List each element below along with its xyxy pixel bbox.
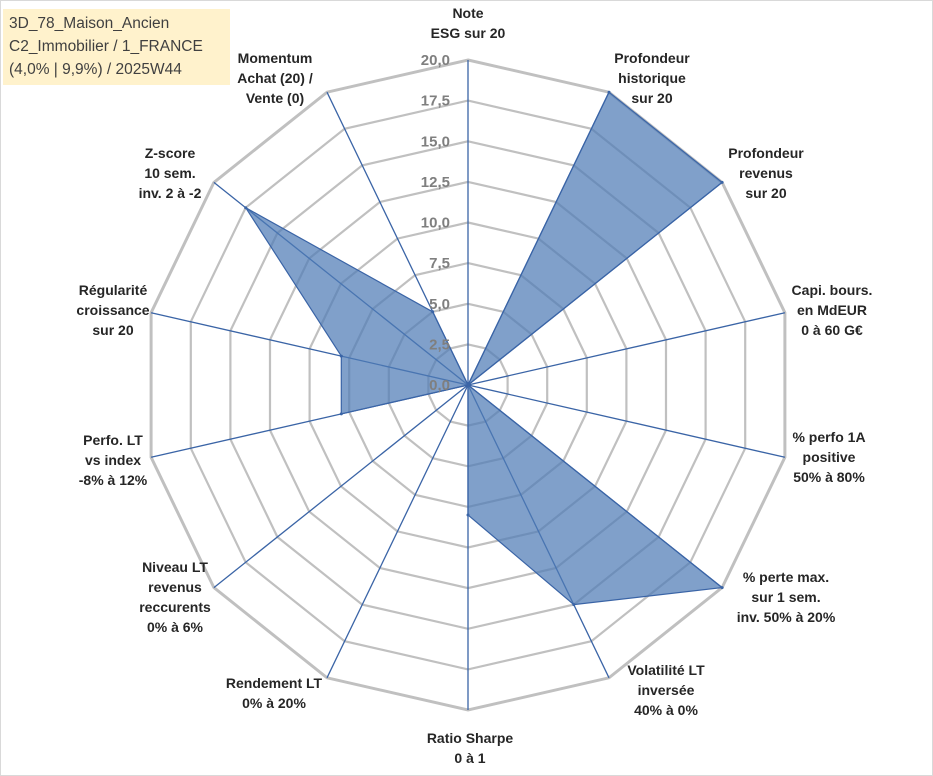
tick-label: 2,5 <box>429 336 450 353</box>
tick-label: 15,0 <box>421 133 450 150</box>
tick-label: 5,0 <box>429 296 450 313</box>
axis-label: Profondeur historique sur 20 <box>614 50 690 106</box>
series-layer <box>244 90 724 607</box>
data-point <box>339 354 343 358</box>
axis-spoke <box>467 312 786 386</box>
axis-spoke <box>467 384 786 458</box>
tick-label: 20,0 <box>421 52 450 69</box>
axis-label: Régularité croissance sur 20 <box>76 282 149 338</box>
data-point <box>720 586 724 590</box>
chart-title-box: 3D_78_Maison_Ancien C2_Immobilier / 1_FR… <box>3 9 230 85</box>
axis-label: Profondeur revenus sur 20 <box>728 145 804 201</box>
data-point <box>607 90 611 94</box>
axis-label: % perte max. sur 1 sem. inv. 50% à 20% <box>737 569 836 625</box>
tick-layer: 0,0 2,5 5,0 7,5 10,0 12,5 15,0 17,5 20,0 <box>421 52 450 394</box>
axis-label: Volatilité LT inversée 40% à 0% <box>627 662 705 718</box>
data-point <box>339 412 343 416</box>
axis-label: Note ESG sur 20 <box>431 5 506 41</box>
axis-label: % perfo 1A positive 50% à 80% <box>792 429 865 485</box>
title-line-1: 3D_78_Maison_Ancien <box>9 15 170 32</box>
axis-label: Niveau LT revenus reccurents 0% à 6% <box>139 559 211 635</box>
axis-spoke <box>213 384 469 589</box>
tick-label: 0,0 <box>429 377 450 394</box>
title-line-3: (4,0% | 9,9%) / 2025W44 <box>9 61 182 78</box>
data-point <box>431 310 435 314</box>
data-point <box>244 206 248 210</box>
tick-label: 7,5 <box>429 255 450 272</box>
axis-label: Ratio Sharpe 0 à 1 <box>427 730 514 766</box>
axis-label: Perfo. LT vs index -8% à 12% <box>79 432 148 488</box>
data-point <box>572 603 576 607</box>
axis-label: Z-score 10 sem. inv. 2 à -2 <box>139 145 202 201</box>
tick-label: 17,5 <box>421 93 450 110</box>
data-point <box>466 383 470 387</box>
axis-spoke <box>326 384 469 679</box>
axis-label: Capi. bours. en MdEUR 0 à 60 G€ <box>792 282 873 338</box>
data-point <box>466 513 470 517</box>
tick-label: 10,0 <box>421 215 450 232</box>
axis-label-layer: Note ESG sur 20 Profondeur historique sur 20… <box>76 5 872 766</box>
axis-label: Rendement LT 0% à 20% <box>226 675 323 711</box>
axis-label: Momentum Achat (20) / Vente (0) <box>237 50 313 106</box>
tick-label: 12,5 <box>421 174 450 191</box>
data-point <box>720 180 724 184</box>
title-line-2: C2_Immobilier / 1_FRANCE <box>9 38 203 55</box>
